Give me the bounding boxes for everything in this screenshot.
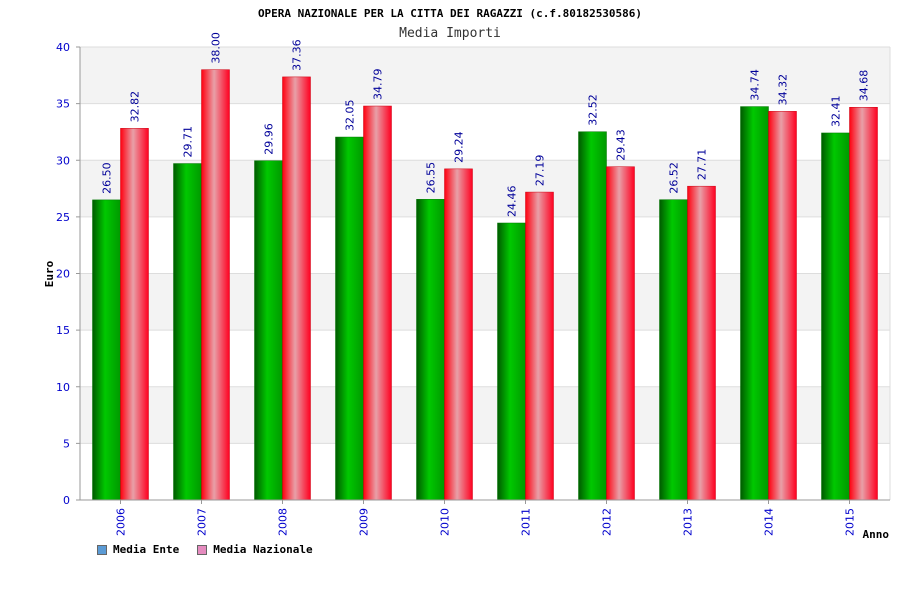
bar-media-ente: [659, 199, 688, 501]
bar-value-label: 29.43: [615, 129, 628, 161]
bar-media-nazionale: [120, 128, 149, 501]
legend-label-media-nazionale: Media Nazionale: [213, 543, 313, 556]
x-tick-label: 2006: [115, 508, 128, 536]
x-tick-label: 2008: [277, 508, 290, 536]
bar-media-ente: [821, 132, 850, 501]
bar-value-label: 32.82: [129, 91, 142, 123]
legend-item-media-ente: Media Ente: [97, 543, 179, 556]
legend-item-media-nazionale: Media Nazionale: [197, 543, 313, 556]
bar-value-label: 34.68: [858, 70, 871, 102]
y-tick-label: 15: [56, 324, 70, 337]
x-tick-label: 2015: [844, 508, 857, 536]
bar-media-ente: [254, 160, 283, 501]
bar-media-nazionale: [606, 166, 635, 501]
x-tick-label: 2012: [601, 508, 614, 536]
y-tick-label: 0: [63, 494, 70, 507]
bar-media-ente: [416, 199, 445, 501]
chart-title: OPERA NAZIONALE PER LA CITTA DEI RAGAZZI…: [258, 7, 642, 20]
bar-media-nazionale: [282, 76, 311, 501]
bar-media-nazionale: [687, 185, 716, 501]
bar-media-ente: [740, 106, 769, 501]
bar-media-ente: [497, 222, 526, 501]
bars: [92, 69, 878, 501]
chart-subtitle: Media Importi: [399, 26, 501, 41]
bar-media-ente: [335, 136, 364, 501]
y-axis-ticks: 0 5 10 15 20 25 30 35 40: [56, 41, 80, 507]
bar-value-label: 24.46: [506, 185, 519, 217]
bar-value-label: 34.74: [749, 69, 762, 101]
y-tick-label: 30: [56, 154, 70, 167]
x-tick-label: 2014: [763, 508, 776, 536]
bar-media-nazionale: [525, 191, 554, 501]
legend: Media Ente Media Nazionale: [97, 543, 313, 556]
bar-media-nazionale: [363, 105, 392, 501]
x-tick-label: 2009: [358, 508, 371, 536]
bar-value-label: 32.41: [830, 95, 843, 127]
bar-value-label: 26.50: [101, 162, 114, 194]
bar-value-label: 34.79: [372, 69, 385, 101]
y-tick-label: 35: [56, 98, 70, 111]
legend-swatch-media-nazionale: [197, 544, 208, 555]
bar-media-nazionale: [768, 111, 797, 501]
bar-value-label: 34.32: [777, 74, 790, 106]
x-axis-label: Anno: [863, 528, 890, 541]
bar-media-nazionale: [849, 106, 878, 501]
bar-value-label: 29.71: [182, 126, 195, 158]
y-tick-label: 10: [56, 381, 70, 394]
bar-media-nazionale: [444, 168, 473, 501]
x-tick-label: 2010: [439, 508, 452, 536]
x-tick-label: 2013: [682, 508, 695, 536]
value-labels: 26.50 32.82 29.71 38.00 29.96 37.36 32.05 34.79…: [101, 32, 871, 217]
y-axis-label: Euro: [43, 260, 56, 287]
x-tick-label: 2007: [196, 508, 209, 536]
bar-media-ente: [173, 163, 202, 501]
bar-media-ente: [92, 199, 121, 501]
bar-value-label: 32.52: [587, 94, 600, 126]
bar-value-label: 38.00: [210, 32, 223, 64]
bar-media-nazionale: [201, 69, 230, 501]
bar-value-label: 29.96: [263, 123, 276, 155]
y-tick-label: 20: [56, 268, 70, 281]
legend-label-media-ente: Media Ente: [113, 543, 180, 556]
y-tick-label: 40: [56, 41, 70, 54]
bar-value-label: 32.05: [344, 100, 357, 132]
bar-value-label: 26.52: [668, 162, 681, 194]
bar-media-ente: [578, 131, 607, 501]
x-tick-label: 2011: [520, 508, 533, 536]
legend-swatch-media-ente: [97, 544, 107, 555]
bar-value-label: 27.71: [696, 149, 709, 181]
y-tick-label: 25: [56, 211, 70, 224]
bar-value-label: 37.36: [291, 39, 304, 71]
y-tick-label: 5: [63, 437, 70, 450]
x-axis-ticks: 2006 2007 2008 2009 2010 2011 2012 2013 2014 2015: [115, 500, 857, 536]
bar-value-label: 27.19: [534, 155, 547, 187]
bar-value-label: 26.55: [425, 162, 438, 194]
bar-value-label: 29.24: [453, 131, 466, 163]
